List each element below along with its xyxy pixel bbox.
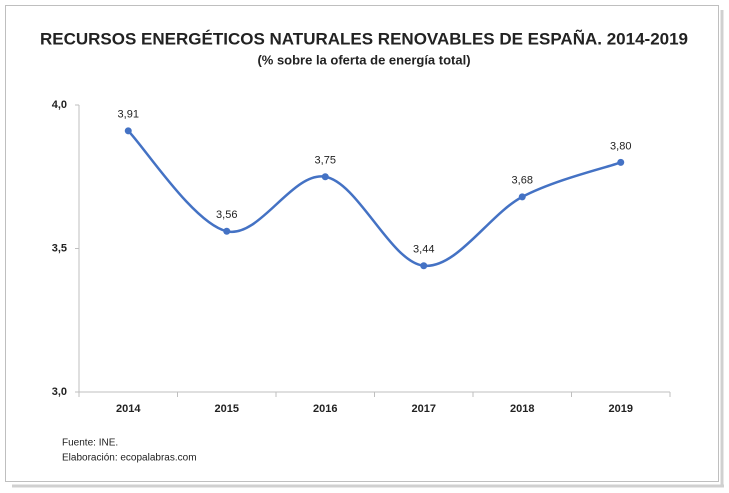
x-tick-label: 2019 xyxy=(609,403,633,415)
x-tick-label: 2015 xyxy=(215,403,239,415)
data-label: 3,56 xyxy=(216,209,237,221)
chart-subtitle: (% sobre la oferta de energía total) xyxy=(257,52,470,67)
x-tick-label: 2017 xyxy=(412,403,436,415)
data-point xyxy=(321,173,329,181)
data-label: 3,91 xyxy=(118,109,139,121)
y-tick-label: 3,5 xyxy=(52,242,67,254)
x-tick-label: 2016 xyxy=(313,403,337,415)
x-tick-label: 2014 xyxy=(116,403,141,415)
source-note: Fuente: INE. xyxy=(62,438,118,449)
source-note: Elaboración: ecopalabras.com xyxy=(62,453,197,464)
data-point xyxy=(617,158,625,166)
y-tick-label: 3,0 xyxy=(52,386,67,398)
chart-title: RECURSOS ENERGÉTICOS NATURALES RENOVABLE… xyxy=(40,28,688,48)
data-point xyxy=(518,193,526,201)
data-point xyxy=(124,127,132,135)
data-label: 3,68 xyxy=(512,175,533,187)
x-tick-label: 2018 xyxy=(510,403,534,415)
data-point xyxy=(420,262,428,270)
data-label: 3,80 xyxy=(610,140,631,152)
data-label: 3,44 xyxy=(413,244,434,256)
chart-frame xyxy=(5,5,719,482)
data-point xyxy=(223,227,231,235)
data-label: 3,75 xyxy=(315,155,336,167)
y-tick-label: 4,0 xyxy=(52,99,67,111)
